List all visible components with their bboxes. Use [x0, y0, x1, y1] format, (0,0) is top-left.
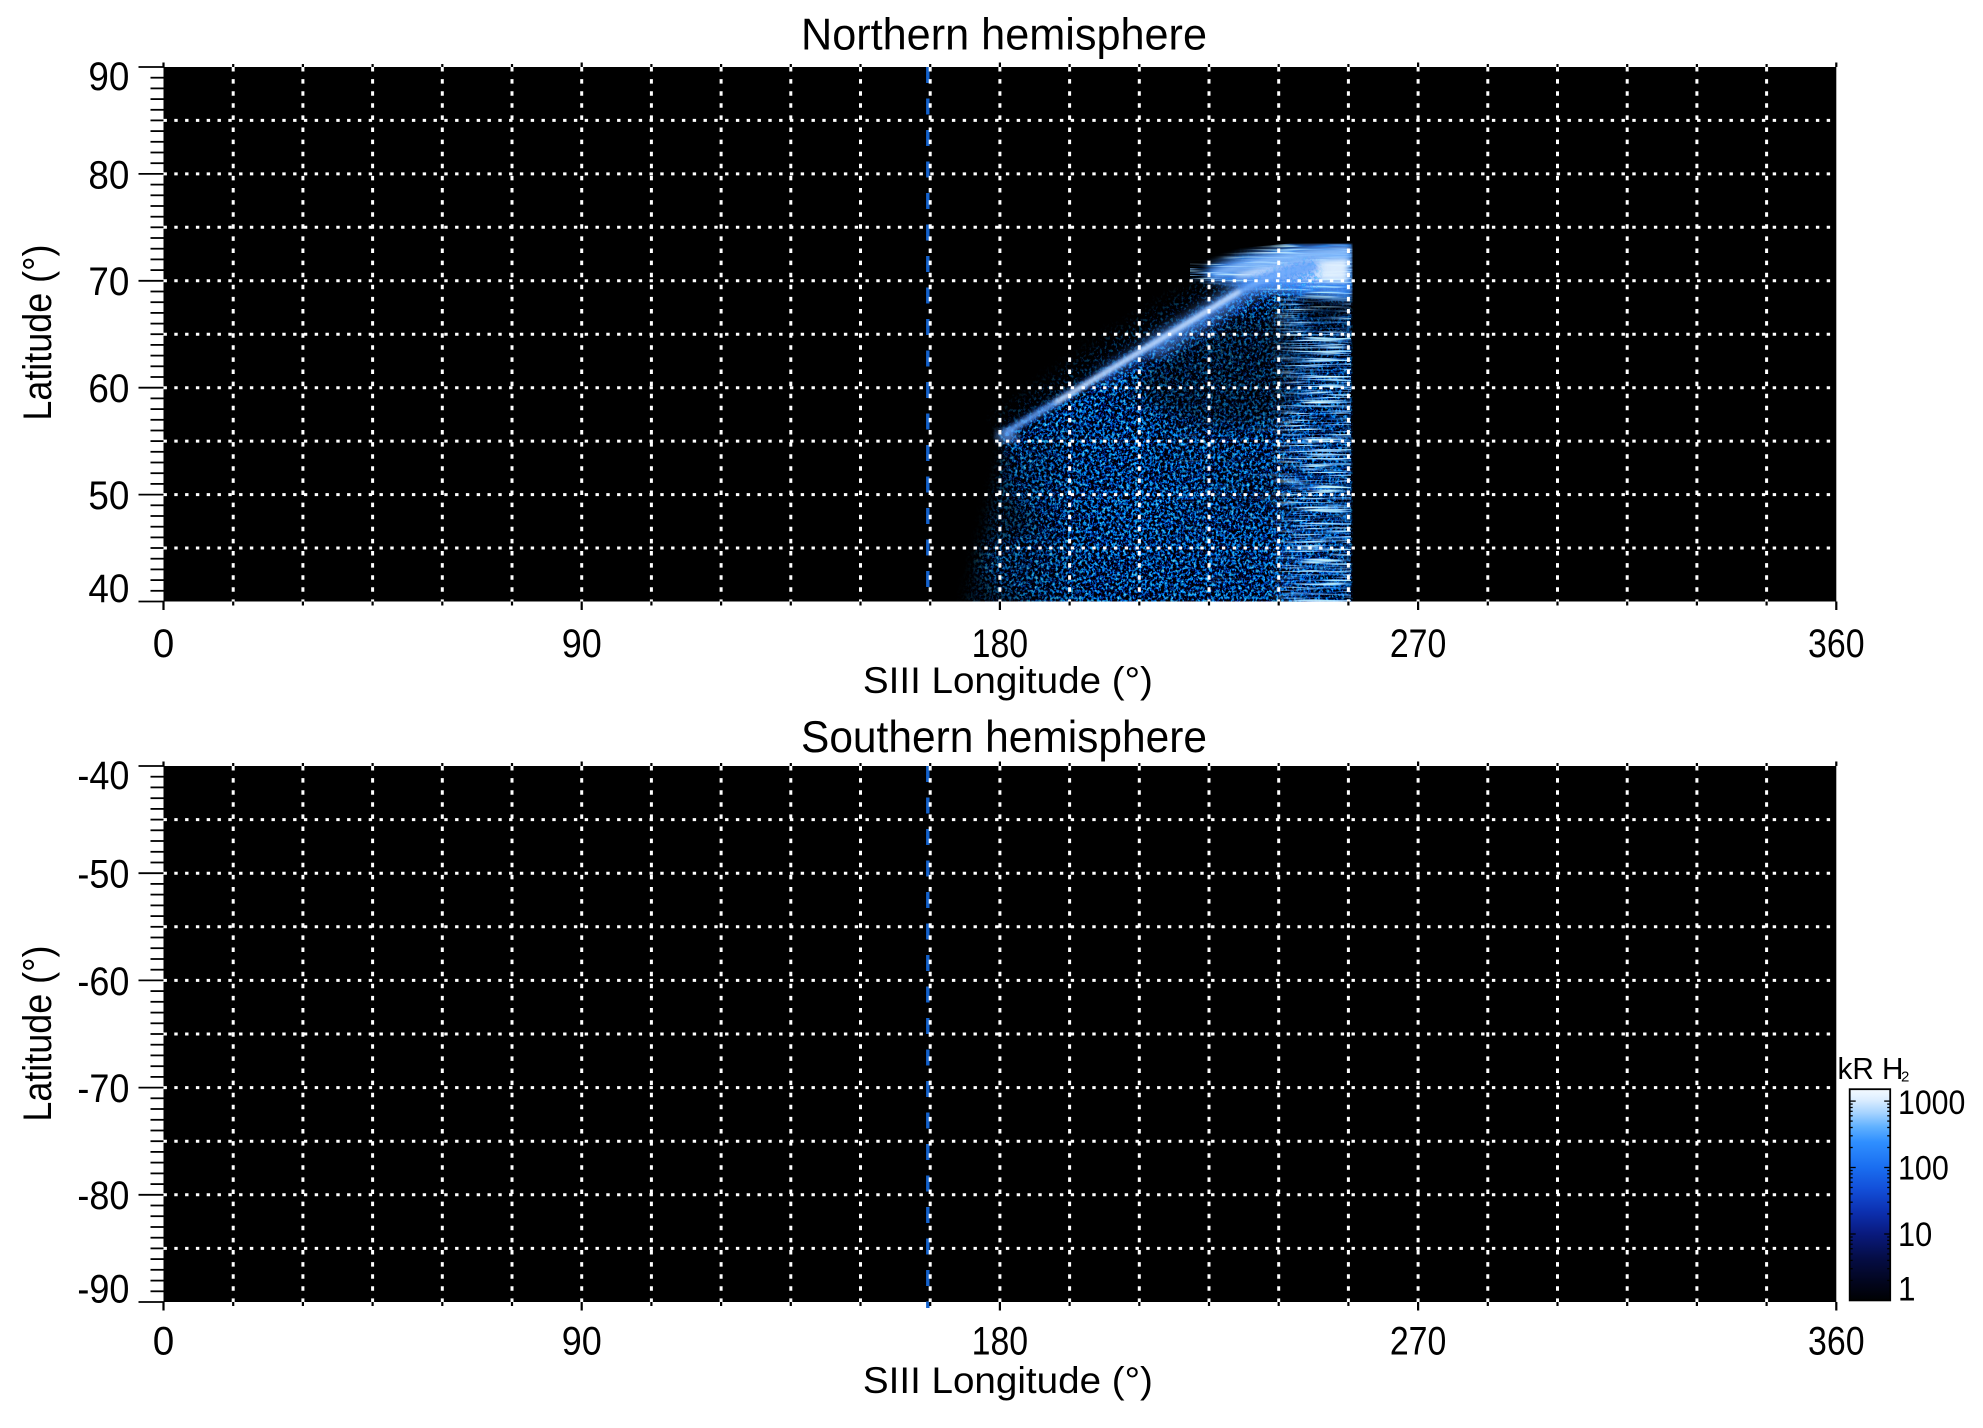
svg-text:-50: -50	[77, 852, 129, 897]
svg-text:Northern hemisphere: Northern hemisphere	[801, 9, 1207, 59]
svg-text:-60: -60	[77, 959, 129, 1004]
svg-text:270: 270	[1390, 1319, 1447, 1364]
svg-text:-90: -90	[77, 1267, 129, 1312]
svg-text:-80: -80	[77, 1173, 129, 1218]
svg-text:SIII Longitude (°): SIII Longitude (°)	[863, 1359, 1153, 1401]
svg-text:360: 360	[1808, 621, 1865, 666]
svg-text:0: 0	[153, 1319, 175, 1364]
svg-text:100: 100	[1898, 1150, 1949, 1188]
svg-text:270: 270	[1390, 621, 1447, 666]
svg-text:180: 180	[972, 1319, 1029, 1364]
svg-text:50: 50	[88, 473, 129, 518]
svg-text:Latitude (°): Latitude (°)	[15, 245, 60, 421]
svg-text:-40: -40	[77, 753, 129, 798]
svg-text:80: 80	[88, 152, 129, 197]
svg-text:90: 90	[562, 1319, 602, 1364]
svg-text:1000: 1000	[1898, 1084, 1965, 1122]
svg-text:1: 1	[1898, 1270, 1916, 1308]
svg-text:90: 90	[88, 54, 129, 99]
svg-text:40: 40	[88, 566, 129, 611]
svg-text:180: 180	[972, 621, 1029, 666]
svg-text:10: 10	[1898, 1216, 1932, 1254]
svg-text:70: 70	[88, 259, 129, 304]
svg-text:Southern hemisphere: Southern hemisphere	[801, 712, 1207, 762]
svg-text:SIII Longitude (°): SIII Longitude (°)	[863, 659, 1153, 701]
svg-text:2: 2	[1901, 1069, 1909, 1086]
svg-text:60: 60	[88, 366, 129, 411]
svg-text:0: 0	[153, 621, 175, 666]
svg-text:-70: -70	[77, 1066, 129, 1111]
svg-text:90: 90	[562, 621, 602, 666]
svg-text:Latitude (°): Latitude (°)	[15, 946, 60, 1122]
svg-text:kR H: kR H	[1838, 1051, 1904, 1086]
svg-text:360: 360	[1808, 1319, 1865, 1364]
